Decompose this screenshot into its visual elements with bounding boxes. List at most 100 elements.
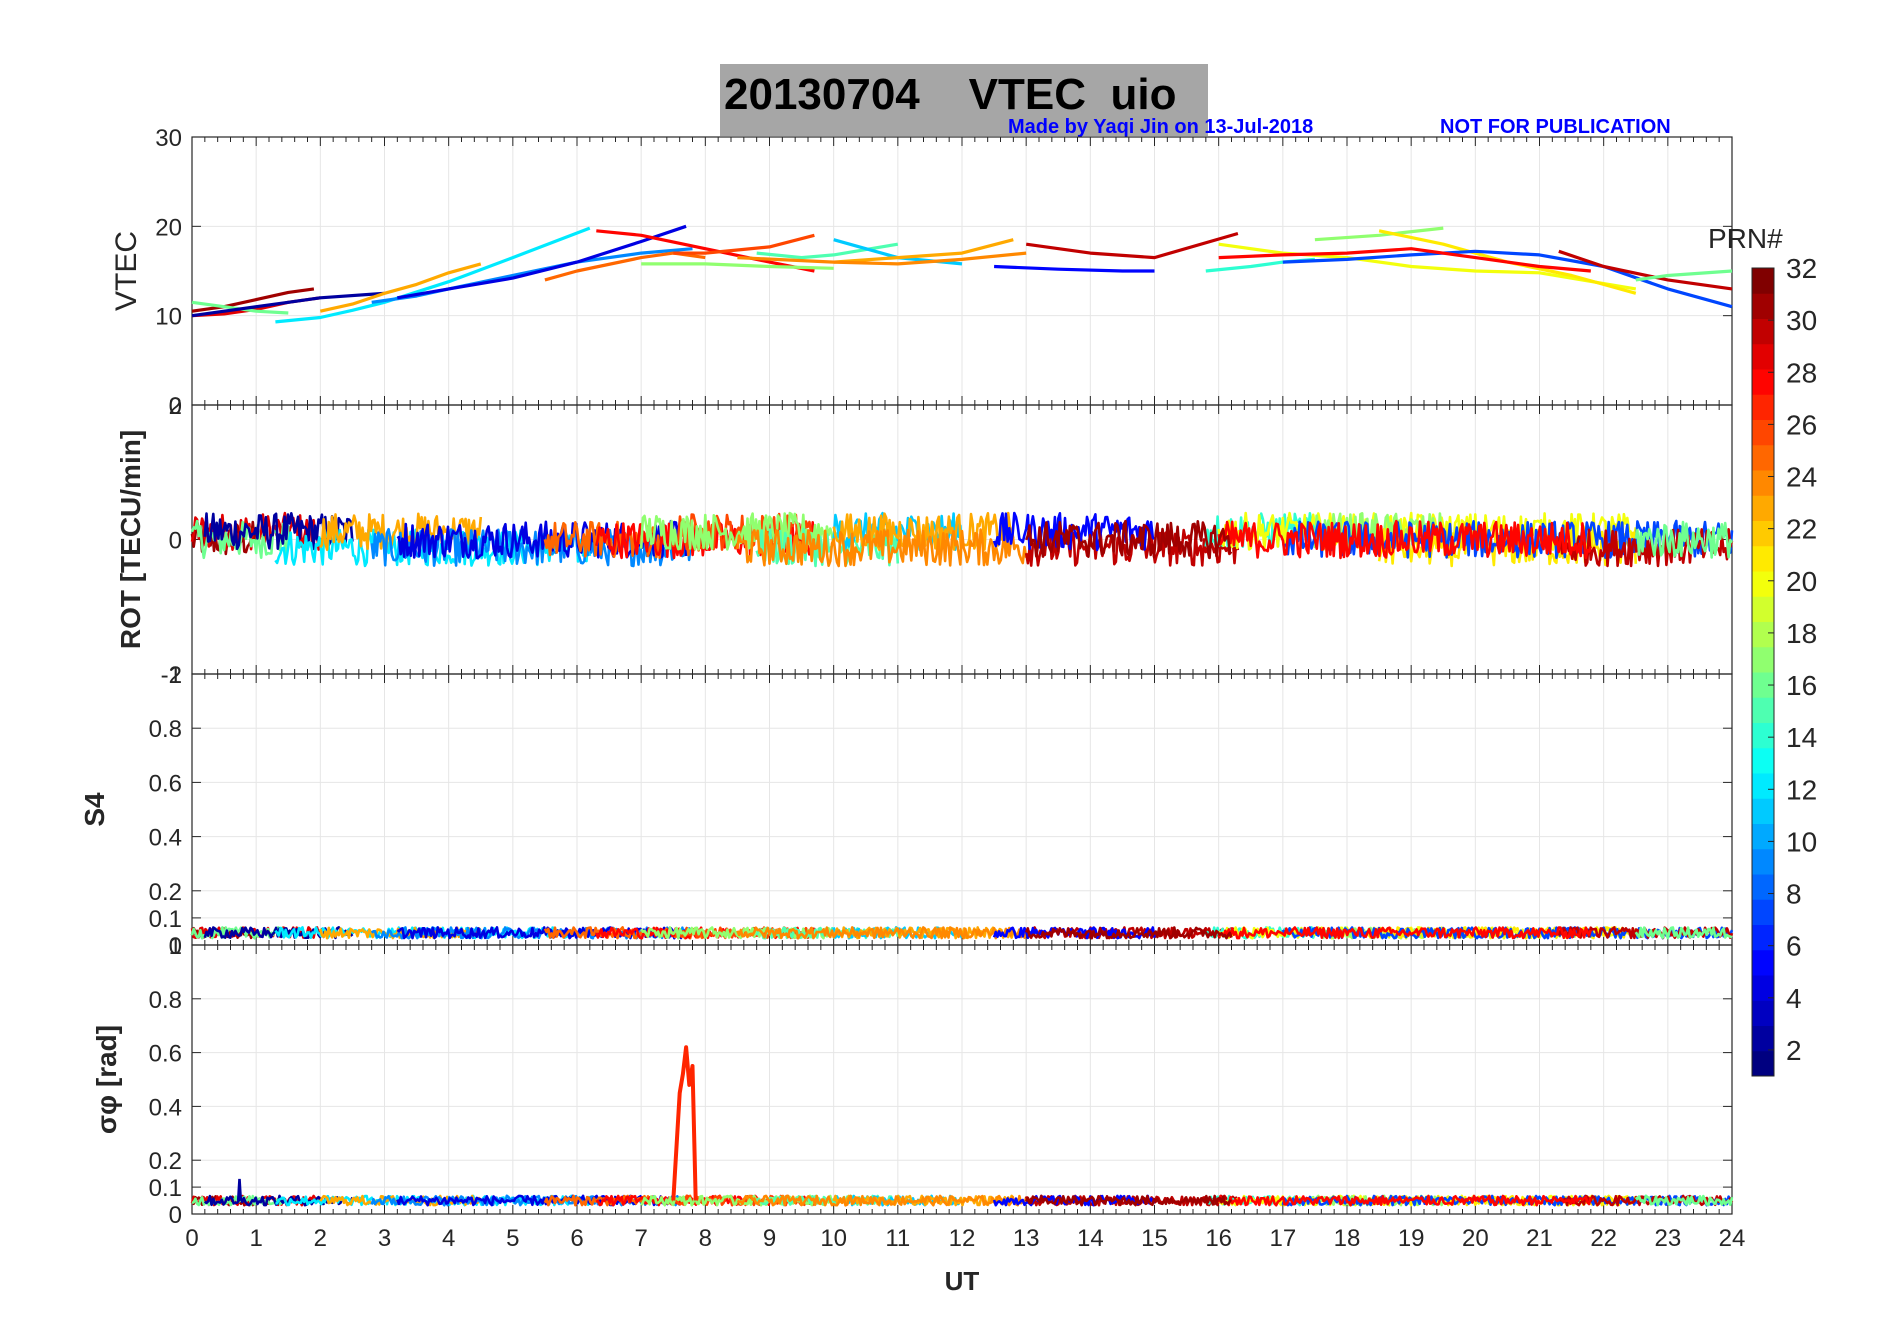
y-tick-label: 0: [169, 933, 182, 960]
series-trace: [736, 926, 1028, 940]
x-axis-label: UT: [945, 1266, 980, 1296]
colorbar-band: [1752, 722, 1774, 749]
colorbar-tick-label: 28: [1786, 357, 1817, 388]
y-tick-label: 0.4: [149, 825, 182, 852]
colorbar-tick-label: 20: [1786, 566, 1817, 597]
x-tick-label: 11: [885, 1225, 910, 1252]
colorbar-band: [1752, 1025, 1774, 1052]
colorbar-tick-label: 2: [1786, 1035, 1802, 1066]
colorbar-band: [1752, 369, 1774, 395]
colorbar-band: [1752, 697, 1774, 723]
y-tick-label: 0.4: [149, 1094, 182, 1121]
vtec-series-line: [275, 226, 591, 324]
x-tick-label: 14: [1077, 1225, 1104, 1252]
colorbar-band: [1752, 798, 1774, 824]
colorbar-band: [1752, 848, 1774, 875]
colorbar-band: [1752, 747, 1774, 774]
colorbar-band: [1752, 621, 1774, 648]
panel-y-label: ROT [TECU/min]: [115, 430, 146, 649]
vtec-series-line: [673, 233, 815, 255]
vtec-series-line: [191, 291, 385, 318]
panel-y-label: σφ [rad]: [91, 1025, 122, 1134]
x-tick-label: 17: [1269, 1225, 1296, 1252]
title-background: [720, 64, 1208, 136]
x-tick-label: 9: [763, 1225, 776, 1252]
colorbar-band: [1752, 596, 1774, 622]
vtec-series-line: [544, 251, 706, 282]
x-tick-label: 4: [442, 1225, 455, 1252]
colorbar-tick-label: 26: [1786, 409, 1817, 440]
y-tick-label: 0.2: [149, 879, 182, 906]
vtec-series-line: [191, 287, 315, 313]
y-tick-label: 0: [169, 393, 182, 420]
credit-text: Made by Yaqi Jin on 13-Jul-2018: [1008, 116, 1314, 138]
x-tick-label: 6: [570, 1225, 583, 1252]
colorbar-frame: [1751, 267, 1775, 1077]
vtec-series-line: [1218, 247, 1591, 273]
panel-y-label: S4: [79, 792, 110, 827]
colorbar-tick-label: 24: [1786, 462, 1817, 493]
colorbar-band: [1752, 1050, 1774, 1077]
colorbar-band: [1752, 520, 1774, 547]
colorbar-tick-label: 30: [1786, 305, 1817, 336]
colorbar-band: [1752, 949, 1774, 976]
vtec-series-line: [397, 224, 687, 300]
y-tick-label: 0.8: [149, 716, 182, 743]
x-tick-label: 18: [1334, 1225, 1361, 1252]
y-tick-label: 0.8: [149, 987, 182, 1014]
colorbar-label: PRN#: [1708, 223, 1783, 254]
series-trace: [736, 528, 1028, 568]
x-tick-label: 7: [634, 1225, 647, 1252]
y-tick-label: 2: [169, 393, 182, 420]
series-trace: [736, 1194, 1028, 1207]
vtec-y-label: VTEC: [110, 231, 143, 311]
series-trace: [1025, 1194, 1232, 1207]
colorbar-tick-label: 10: [1786, 826, 1817, 857]
colorbar-band: [1752, 419, 1774, 446]
colorbar-band: [1752, 672, 1774, 698]
colorbar-band: [1752, 646, 1774, 673]
notice-text: NOT FOR PUBLICATION: [1440, 116, 1671, 138]
colorbar-tick-label: 12: [1786, 774, 1817, 805]
vtec-series-line: [596, 229, 815, 273]
x-tick-label: 10: [820, 1225, 847, 1252]
series-trace: [1634, 926, 1733, 940]
vtec-series-line: [994, 264, 1155, 273]
vtec-series-line: [1314, 226, 1444, 242]
vtec-series-line: [1282, 249, 1733, 309]
series-trace: [1024, 926, 1233, 940]
vtec-series-line: [1558, 249, 1733, 291]
x-tick-label: 24: [1719, 1225, 1746, 1252]
x-tick-label: 22: [1590, 1225, 1617, 1252]
x-tick-label: 3: [378, 1225, 391, 1252]
y-tick-label: 0.6: [149, 1041, 182, 1068]
colorbar-band: [1752, 874, 1774, 900]
y-tick-label: 0.1: [149, 1175, 182, 1202]
series-trace: [755, 527, 900, 568]
y-tick-label: 0.1: [149, 906, 182, 933]
x-tick-label: 16: [1205, 1225, 1232, 1252]
x-tick-label: 23: [1654, 1225, 1681, 1252]
series-trace: [1217, 926, 1593, 940]
y-tick-label: 1: [169, 933, 182, 960]
vtec-series-line: [1025, 231, 1239, 260]
x-tick-label: 5: [506, 1225, 519, 1252]
y-tick-label: 20: [155, 214, 182, 241]
colorbar-band: [1752, 1000, 1774, 1026]
colorbar-tick-label: 16: [1786, 670, 1817, 701]
y-tick-label: 1: [169, 662, 182, 689]
colorbar-tick-label: 14: [1786, 722, 1817, 753]
vtec-series-line: [641, 262, 834, 270]
colorbar-band: [1752, 343, 1774, 370]
x-tick-label: 8: [699, 1225, 712, 1252]
x-tick-label: 1: [249, 1225, 262, 1252]
colorbar-tick-label: 32: [1786, 253, 1817, 284]
colorbar-tick-label: 4: [1786, 983, 1802, 1014]
series-trace: [1024, 519, 1233, 560]
colorbar-band: [1752, 823, 1774, 850]
series-trace: [370, 527, 694, 568]
colorbar-band: [1752, 470, 1774, 496]
sigma-phi-small-spike: [236, 1178, 243, 1201]
